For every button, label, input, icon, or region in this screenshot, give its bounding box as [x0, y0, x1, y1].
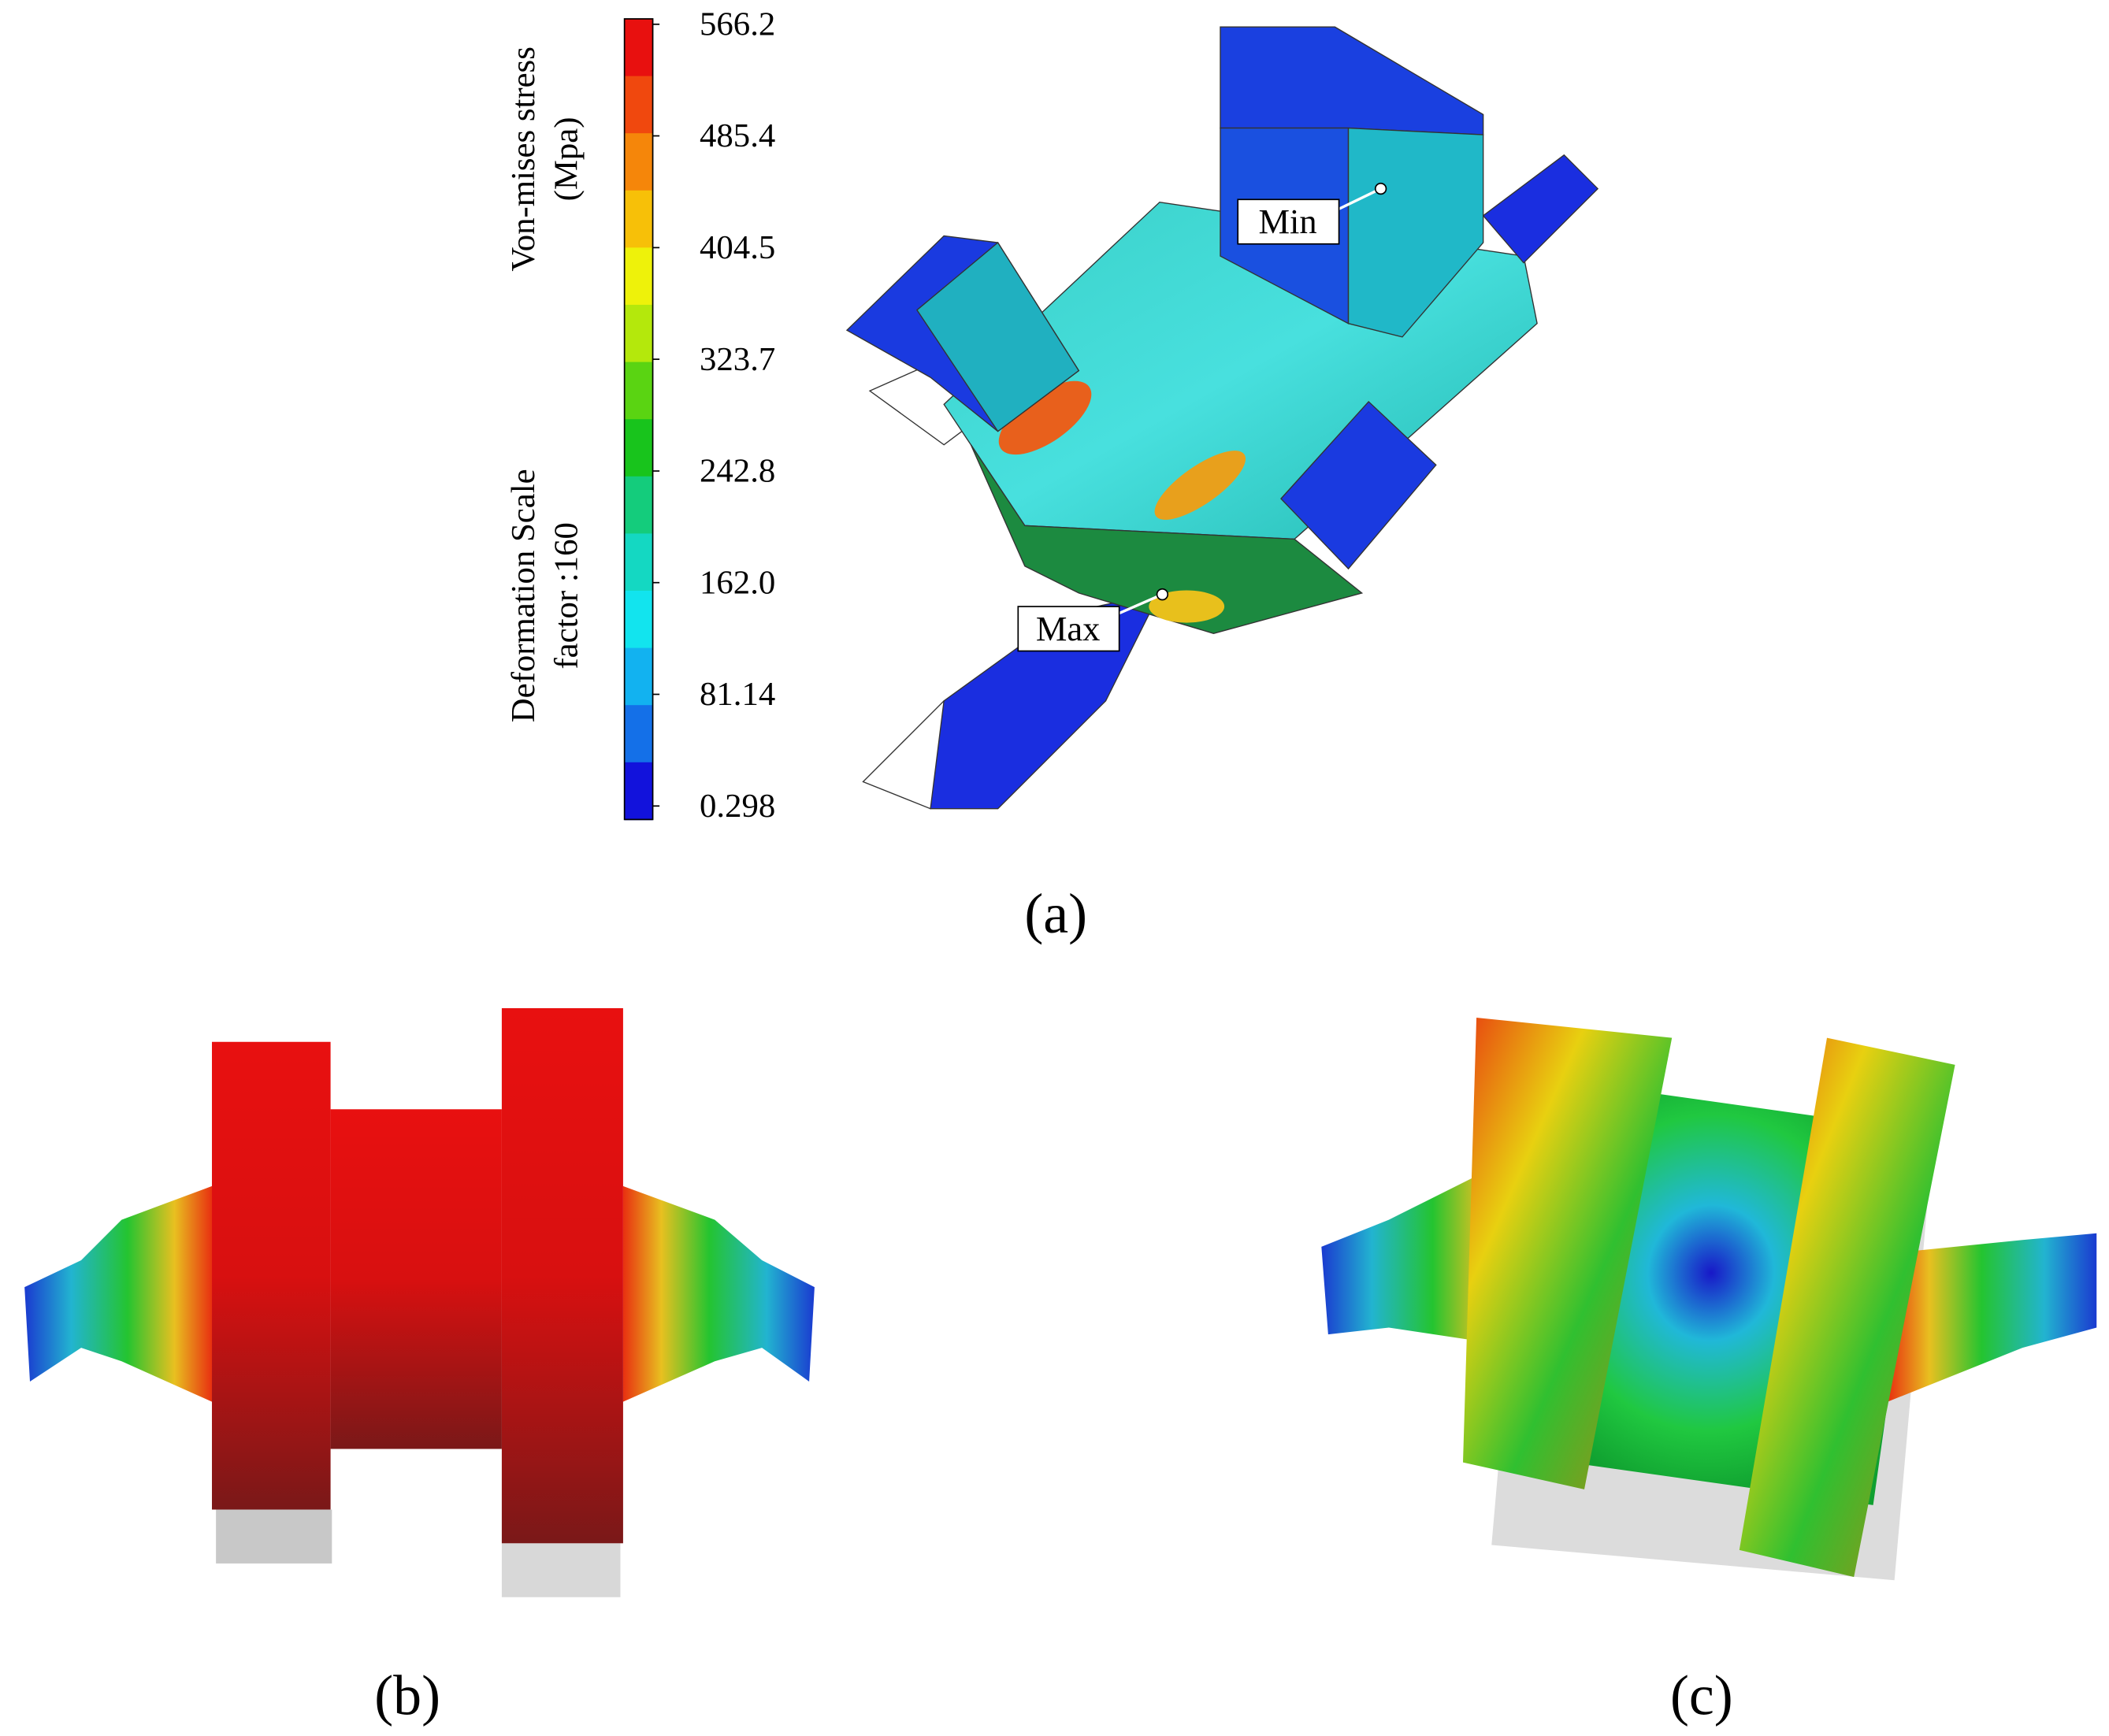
min-annotation: Min	[1237, 182, 1387, 245]
max-label: Max	[1036, 609, 1101, 648]
colorbar-band	[624, 762, 653, 821]
deformation-note: factor :160	[548, 522, 585, 669]
colorbar-tick-label: 0.298	[700, 788, 775, 825]
colorbar-tick-label: 485.4	[700, 117, 775, 154]
colorbar-band	[624, 705, 653, 763]
colorbar-band	[624, 133, 653, 191]
colorbar-frame	[623, 18, 654, 821]
colorbar-tick-label: 81.14	[700, 676, 775, 713]
colorbar-band	[624, 533, 653, 592]
panel-label: (c)	[1670, 1664, 1733, 1727]
colorbar-band	[624, 304, 653, 363]
model-c	[1321, 1017, 2097, 1581]
colorbar-title: (Mpa)	[548, 117, 585, 201]
colorbar-tick-label: 323.7	[700, 341, 775, 378]
panel-label: (a)	[1024, 882, 1087, 945]
colorbar-band	[624, 476, 653, 535]
colorbar-band	[624, 647, 653, 707]
colorbar-tick-label: 242.8	[700, 453, 775, 490]
model-b	[24, 1007, 815, 1597]
colorbar-tick-label: 404.5	[700, 229, 775, 266]
min-label: Min	[1258, 202, 1316, 241]
colorbar-tick-label: 162.0	[700, 564, 775, 601]
colorbar-tick-label: 566.2	[700, 6, 775, 43]
colorbar-band	[624, 362, 653, 421]
colorbar-title: Von-mises stress	[505, 46, 542, 272]
panel-label: (b)	[374, 1664, 440, 1727]
colorbar-band	[624, 76, 653, 135]
colorbar-band	[624, 18, 653, 77]
colorbar: 566.2 485.4 404.5 323.7 242.8 162.0 81.14 0.298	[623, 6, 775, 825]
colorbar-band	[624, 419, 653, 477]
colorbar-band	[624, 190, 653, 249]
colorbar-band	[624, 590, 653, 649]
colorbar-band	[624, 247, 653, 306]
deformation-note: Deformation Scale	[505, 469, 542, 722]
max-annotation: Max	[1017, 588, 1169, 652]
model-a	[845, 26, 1599, 810]
